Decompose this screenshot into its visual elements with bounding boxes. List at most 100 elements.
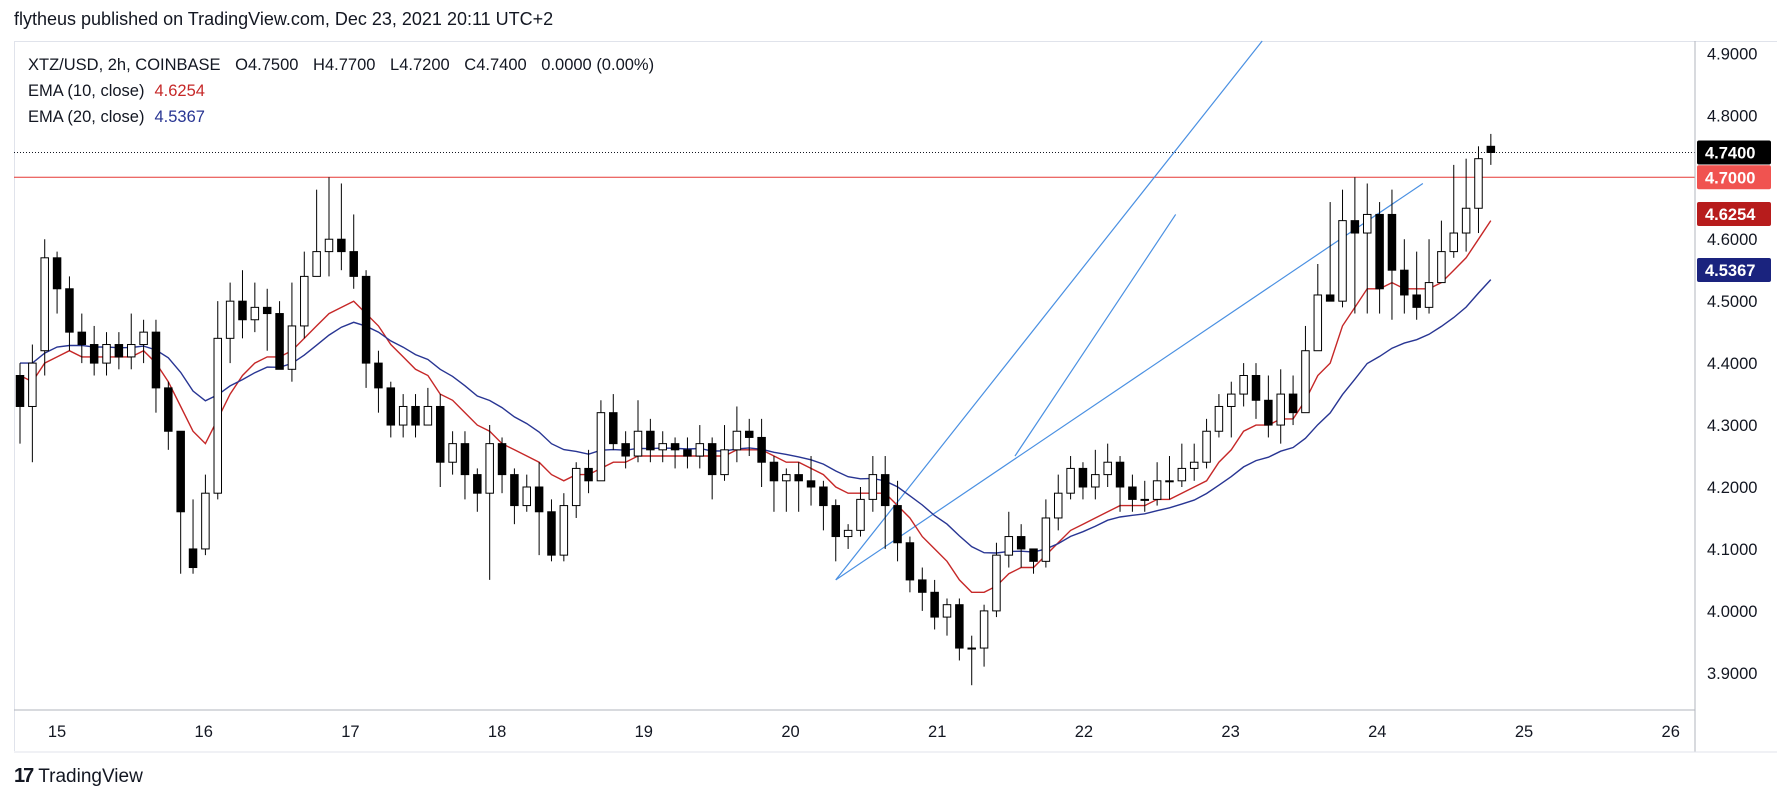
candle-up [843, 529, 853, 538]
candle-down [1486, 145, 1496, 154]
price-tick-label: 3.9000 [1707, 665, 1757, 683]
candle-down [806, 480, 816, 488]
candle-down [188, 548, 198, 569]
ema20-legend-row[interactable]: EMA (20, close) 4.5367 [28, 104, 654, 130]
candle-up [695, 443, 705, 457]
candle-up [868, 474, 878, 500]
candle-down [744, 430, 754, 438]
candle-up [398, 405, 408, 426]
ohlc-row: XTZ/USD, 2h, COINBASE O4.7500 H4.7700 L4… [28, 52, 654, 78]
candle-down [1412, 294, 1421, 308]
ema20-price-label: 4.5367 [1705, 262, 1755, 280]
candle-down [374, 362, 383, 389]
candle-up [225, 300, 235, 339]
candle-down [584, 467, 593, 482]
time-tick-label: 15 [48, 723, 66, 741]
close-value: 4.7400 [476, 56, 527, 74]
candle-up [423, 405, 433, 426]
candle-down [918, 579, 927, 593]
candle-down [1115, 461, 1125, 488]
ema10-legend-row[interactable]: EMA (10, close) 4.6254 [28, 78, 654, 104]
candle-down [262, 306, 272, 315]
candle-down [52, 257, 62, 290]
candle-down [386, 387, 396, 426]
close-label: C [464, 56, 477, 74]
candle-up [1461, 207, 1471, 234]
open-label: O [235, 56, 248, 74]
candle-up [1449, 232, 1459, 253]
trendline-shallow [835, 182, 1424, 581]
candle-down [65, 288, 74, 333]
candle-up [559, 505, 569, 556]
chart-frame[interactable] [14, 41, 1777, 751]
ema10-label: EMA (10, close) [28, 82, 145, 100]
candle-up [1227, 393, 1236, 407]
open-value: 4.7500 [247, 56, 299, 74]
candle-up [720, 449, 729, 476]
candle-up [1214, 405, 1224, 432]
candle-down [893, 505, 902, 544]
trendline-steep [835, 40, 1263, 581]
candle-down [151, 331, 161, 389]
candle-up [448, 443, 457, 463]
candle-up [139, 331, 148, 346]
price-tick-label: 4.3000 [1707, 417, 1757, 435]
candle-up [213, 337, 223, 494]
time-tick-label: 26 [1662, 723, 1680, 741]
candle-up [1066, 467, 1075, 494]
ema20-price-box [1697, 258, 1771, 282]
candle-down [757, 436, 766, 463]
candle-down [15, 375, 25, 407]
time-tick-label: 17 [341, 723, 359, 741]
candle-down [114, 344, 124, 358]
resistance-price-label: 4.7000 [1705, 169, 1755, 187]
candle-down [1264, 399, 1273, 426]
candle-down [955, 604, 964, 649]
last-price-label: 4.7400 [1705, 145, 1755, 163]
candle-down [930, 591, 939, 618]
candle-up [967, 647, 976, 650]
tradingview-footer[interactable]: 17 TradingView [14, 765, 143, 788]
candle-up [201, 492, 210, 550]
time-tick-label: 16 [195, 723, 213, 741]
candle-down [1400, 269, 1409, 296]
candle-up [1202, 430, 1211, 463]
candle-down [794, 474, 803, 482]
candle-up [1053, 492, 1063, 519]
candle-up [596, 412, 606, 482]
candle-up [1140, 498, 1150, 501]
candle-down [1078, 467, 1088, 488]
candle-down [880, 474, 890, 507]
candle-up [856, 498, 865, 531]
price-tick-label: 4.4000 [1707, 355, 1757, 373]
candle-down [707, 443, 717, 476]
time-tick-label: 23 [1221, 723, 1239, 741]
tradingview-logo-icon: 17 [14, 765, 34, 787]
price-tick-label: 4.2000 [1707, 479, 1757, 497]
ema10-line [19, 220, 1492, 593]
change-value: 0.0000 (0.00%) [541, 56, 655, 74]
candle-down [683, 449, 692, 457]
candle-down [1387, 213, 1397, 271]
publisher-header: flytheus published on TradingView.com, D… [14, 9, 554, 29]
time-tick-label: 22 [1075, 723, 1093, 741]
high-label: H [313, 56, 325, 74]
candle-up [1177, 467, 1187, 482]
candle-down [621, 443, 630, 457]
symbol-label[interactable]: XTZ/USD, 2h, COINBASE [28, 56, 221, 74]
candle-down [497, 443, 507, 476]
candle-up [300, 275, 309, 327]
candle-up [1041, 517, 1051, 562]
candle-up [1474, 158, 1483, 209]
candle-up [979, 610, 989, 649]
candle-down [460, 443, 470, 476]
candle-up [1165, 480, 1174, 483]
candle-down [176, 430, 185, 513]
candle-up [1103, 461, 1112, 476]
candle-up [1338, 220, 1347, 302]
candle-up [658, 443, 667, 451]
candle-down [1288, 393, 1298, 414]
candle-down [1016, 536, 1026, 550]
axis-layer: 3.9000 4.0000 4.1000 4.2000 4.3000 4.4000 4.50… [14, 41, 1777, 753]
